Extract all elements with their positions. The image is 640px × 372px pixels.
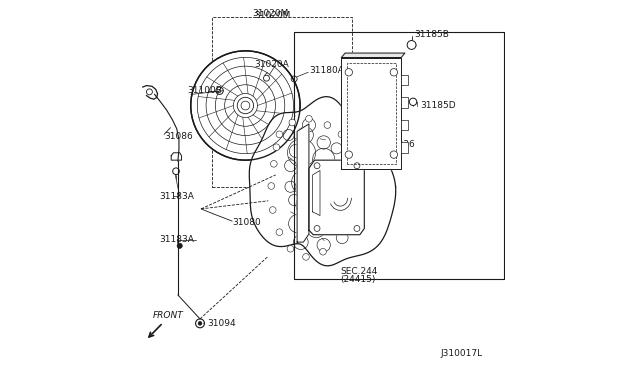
Circle shape — [289, 119, 296, 126]
Circle shape — [147, 89, 152, 95]
Circle shape — [345, 151, 353, 158]
Circle shape — [342, 203, 348, 210]
Circle shape — [390, 68, 397, 76]
Text: 31100B: 31100B — [187, 86, 222, 95]
Circle shape — [346, 162, 353, 169]
Circle shape — [177, 243, 182, 248]
Polygon shape — [309, 160, 364, 235]
Circle shape — [271, 161, 277, 167]
Circle shape — [287, 246, 294, 252]
Text: 31183A: 31183A — [159, 192, 195, 201]
Bar — [401, 142, 408, 153]
Circle shape — [343, 183, 350, 190]
Circle shape — [276, 229, 283, 235]
Circle shape — [198, 321, 202, 325]
Text: 31020M: 31020M — [254, 11, 290, 20]
Circle shape — [191, 51, 300, 160]
Bar — [401, 120, 408, 130]
Text: 31185B: 31185B — [414, 30, 449, 39]
Circle shape — [345, 68, 353, 76]
Text: 31185D: 31185D — [420, 101, 456, 110]
Circle shape — [306, 115, 312, 122]
Circle shape — [268, 183, 275, 189]
Circle shape — [241, 101, 250, 110]
Text: SEC.244: SEC.244 — [340, 267, 378, 276]
Circle shape — [276, 131, 283, 138]
Text: 31036: 31036 — [387, 140, 415, 149]
Bar — [401, 75, 408, 85]
Circle shape — [410, 98, 417, 106]
Polygon shape — [341, 58, 401, 169]
Polygon shape — [341, 53, 405, 58]
Text: 31183A: 31183A — [159, 235, 195, 244]
Text: J310017L: J310017L — [440, 350, 483, 359]
Polygon shape — [249, 97, 396, 266]
Text: 31020M: 31020M — [252, 9, 289, 18]
Polygon shape — [297, 124, 309, 242]
Circle shape — [407, 41, 416, 49]
Text: 31080: 31080 — [232, 218, 261, 227]
Bar — [401, 97, 408, 108]
Text: 31180A: 31180A — [309, 66, 344, 75]
Text: FRONT: FRONT — [153, 311, 184, 320]
Circle shape — [334, 223, 341, 230]
Circle shape — [319, 248, 326, 255]
Text: 31086: 31086 — [164, 132, 193, 141]
Circle shape — [269, 207, 276, 213]
Circle shape — [324, 122, 331, 128]
Polygon shape — [172, 153, 182, 160]
Circle shape — [303, 254, 309, 260]
Circle shape — [237, 97, 253, 114]
Text: (24415): (24415) — [340, 275, 376, 283]
Circle shape — [273, 144, 280, 151]
Circle shape — [338, 131, 345, 138]
Text: 31094: 31094 — [207, 319, 236, 328]
Circle shape — [390, 151, 397, 158]
Circle shape — [346, 147, 352, 153]
Text: 31020A: 31020A — [254, 60, 289, 70]
